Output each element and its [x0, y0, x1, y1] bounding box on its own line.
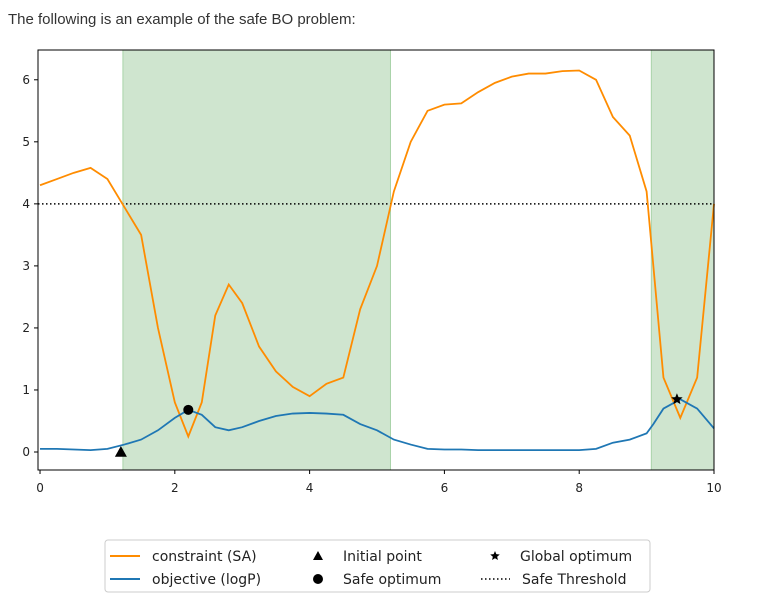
series-line	[39, 69, 715, 439]
legend-swatch	[313, 551, 323, 560]
marker-point	[183, 404, 194, 415]
y-tick-label: 5	[22, 135, 30, 149]
y-tick-label: 1	[22, 383, 30, 397]
legend-swatch	[313, 574, 323, 584]
caption: The following is an example of the safe …	[8, 11, 356, 28]
legend-label: Initial point	[343, 549, 422, 565]
legend-label: objective (logP)	[152, 572, 261, 588]
x-tick-label: 0	[36, 481, 44, 495]
plot-frame	[37, 49, 715, 471]
x-tick-label: 10	[706, 481, 721, 495]
x-tick-label: 6	[441, 481, 449, 495]
legend-label: Global optimum	[520, 549, 632, 565]
y-tick-label: 0	[22, 445, 30, 459]
legend-swatch	[490, 551, 500, 561]
y-tick-label: 3	[22, 259, 30, 273]
x-tick-label: 8	[575, 481, 583, 495]
x-tick-label: 4	[306, 481, 314, 495]
marker-point	[114, 446, 127, 457]
x-tick-label: 2	[171, 481, 179, 495]
legend-label: constraint (SA)	[152, 549, 257, 565]
y-tick-label: 2	[22, 321, 30, 335]
series-line	[40, 398, 715, 452]
y-tick-label: 4	[22, 197, 30, 211]
legend-box	[104, 539, 651, 593]
legend-label: Safe optimum	[343, 572, 441, 588]
y-tick-label: 6	[22, 73, 30, 87]
safe-region	[122, 49, 391, 471]
legend-label: Safe Threshold	[522, 572, 626, 588]
marker-point	[671, 393, 683, 405]
safe-region	[650, 49, 715, 471]
